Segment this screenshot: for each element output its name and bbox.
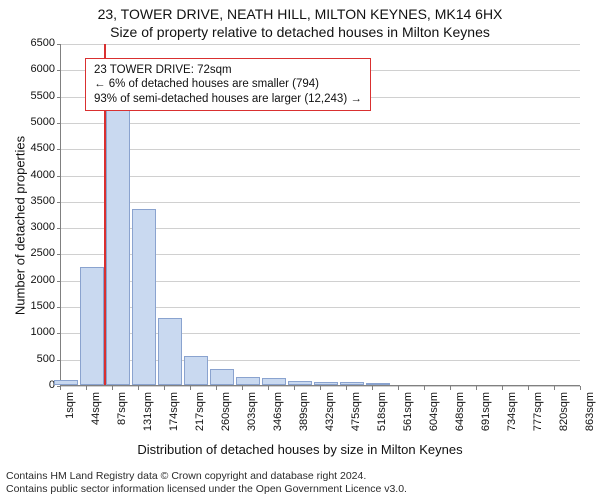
note-line2: ← 6% of detached houses are smaller (794… bbox=[94, 77, 362, 91]
bar bbox=[340, 382, 364, 385]
y-tick-label: 6000 bbox=[0, 63, 55, 75]
y-tick-label: 0 bbox=[0, 379, 55, 391]
bar bbox=[158, 318, 182, 385]
footer-line2: Contains public sector information licen… bbox=[6, 483, 594, 496]
y-tick-label: 5000 bbox=[0, 116, 55, 128]
y-tick-label: 5500 bbox=[0, 90, 55, 102]
chart-title-line1: 23, TOWER DRIVE, NEATH HILL, MILTON KEYN… bbox=[0, 6, 600, 22]
footer-line1: Contains HM Land Registry data © Crown c… bbox=[6, 470, 594, 483]
x-ticks: 1sqm44sqm87sqm131sqm174sqm217sqm260sqm30… bbox=[60, 386, 580, 440]
chart-container: 23, TOWER DRIVE, NEATH HILL, MILTON KEYN… bbox=[0, 0, 600, 500]
y-tick-label: 500 bbox=[0, 353, 55, 365]
bar bbox=[54, 380, 78, 385]
y-tick-label: 6500 bbox=[0, 37, 55, 49]
chart-title-line2: Size of property relative to detached ho… bbox=[0, 24, 600, 40]
bar bbox=[106, 96, 130, 385]
bar bbox=[262, 378, 286, 385]
bar bbox=[210, 369, 234, 385]
bar bbox=[366, 383, 390, 385]
bar bbox=[80, 267, 104, 385]
note-line3: 93% of semi-detached houses are larger (… bbox=[94, 92, 362, 106]
y-tick-label: 3000 bbox=[0, 221, 55, 233]
y-tick-label: 1000 bbox=[0, 326, 55, 338]
x-axis-label: Distribution of detached houses by size … bbox=[0, 442, 600, 457]
annotation-box: 23 TOWER DRIVE: 72sqm ← 6% of detached h… bbox=[85, 58, 371, 111]
y-tick-label: 4000 bbox=[0, 169, 55, 181]
note-line1: 23 TOWER DRIVE: 72sqm bbox=[94, 63, 362, 77]
bar bbox=[288, 381, 312, 385]
y-tick-label: 1500 bbox=[0, 300, 55, 312]
bar bbox=[236, 377, 260, 385]
y-tick-label: 2000 bbox=[0, 274, 55, 286]
footer: Contains HM Land Registry data © Crown c… bbox=[6, 470, 594, 496]
bar bbox=[314, 382, 338, 385]
y-tick-label: 2500 bbox=[0, 247, 55, 259]
plot-area: 0500100015002000250030003500400045005000… bbox=[60, 44, 580, 386]
y-tick-label: 4500 bbox=[0, 142, 55, 154]
bar bbox=[132, 209, 156, 385]
y-tick-label: 3500 bbox=[0, 195, 55, 207]
bar bbox=[184, 356, 208, 385]
